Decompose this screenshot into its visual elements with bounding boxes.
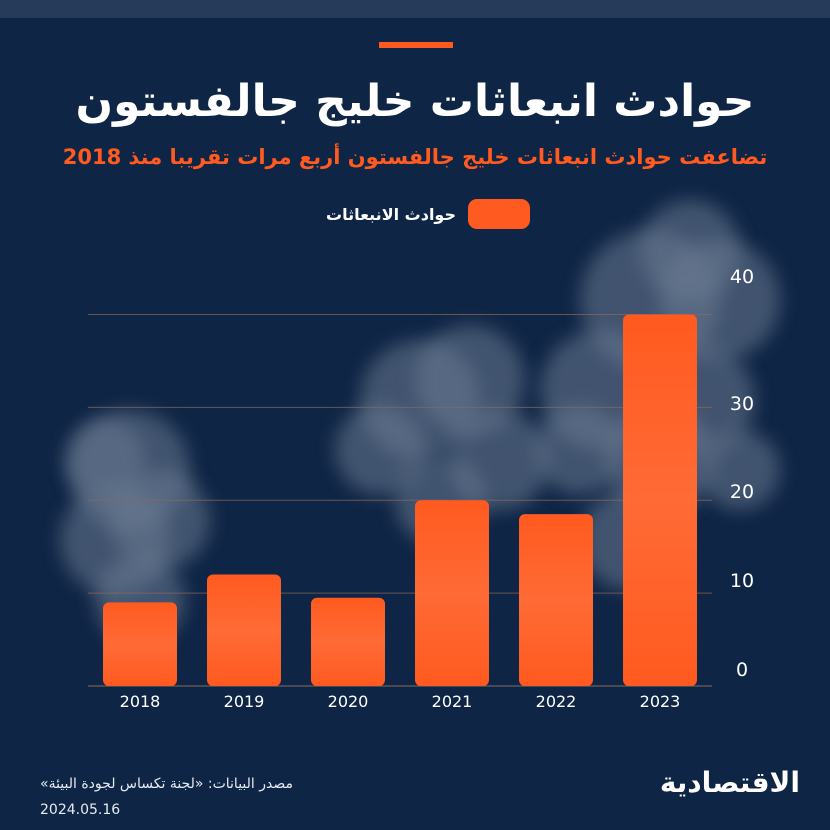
smoke-puff <box>335 405 425 495</box>
grid-lines <box>88 313 712 687</box>
accent-bar <box>379 42 453 48</box>
y-tick-label: 20 <box>730 481 754 503</box>
smoke-puff <box>65 420 145 500</box>
bar-haze <box>103 314 697 686</box>
smoke-puff <box>535 405 625 495</box>
smoke-puff <box>640 200 740 300</box>
x-tick-label: 2021 <box>432 692 473 711</box>
smoke-puff <box>110 470 210 570</box>
legend-swatch <box>468 199 530 229</box>
bar-haze-2020 <box>311 597 385 686</box>
y-tick-label: 30 <box>730 393 754 415</box>
x-tick-label: 2019 <box>224 692 265 711</box>
chart-legend: حوادث الانبعاثات <box>300 198 530 230</box>
x-tick-label: 2018 <box>120 692 161 711</box>
axis-labels: 2018 2019 2020 2021 2022 2023 0 10 20 30 40 <box>120 266 754 711</box>
bar-haze-2022 <box>519 514 593 686</box>
x-tick-label: 2022 <box>536 692 577 711</box>
x-tick-label: 2020 <box>328 692 369 711</box>
publish-date: 2024.05.16 <box>40 802 121 818</box>
page-subtitle: تضاعفت حوادث انبعاثات خليج جالفستون أربع… <box>62 145 768 169</box>
y-tick-label: 0 <box>736 659 748 681</box>
data-source: مصدر البيانات: «لجنة تكساس لجودة البيئة» <box>40 776 294 792</box>
publisher-logo: الاقتصادية <box>659 766 801 799</box>
smoke-puff <box>700 430 780 510</box>
legend-label: حوادث الانبعاثات <box>326 204 456 224</box>
y-tick-label: 10 <box>730 570 754 592</box>
bar-haze-2023 <box>623 314 697 686</box>
page-title: حوادث انبعاثات خليج جالفستون <box>75 76 755 127</box>
bar-haze-2021 <box>415 500 489 686</box>
bar-haze-2019 <box>207 574 281 686</box>
y-tick-label: 40 <box>730 266 754 288</box>
bar-haze-2018 <box>103 602 177 686</box>
x-tick-label: 2023 <box>640 692 681 711</box>
top-strip <box>0 0 830 18</box>
